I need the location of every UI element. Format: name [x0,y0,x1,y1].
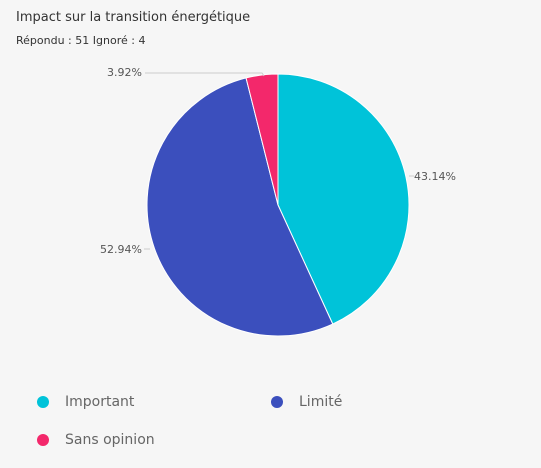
pie-leader-lines [144,72,414,250]
ignored-count: 4 [138,34,146,47]
legend-item-important[interactable]: Important [37,392,134,412]
legend-dot-important [37,396,49,408]
pie-value-labels: 43.14% 52.94% 3.92% [100,66,456,256]
ignored-label: Ignoré : [92,34,135,47]
legend-dot-limite [271,396,283,408]
value-label-limite: 52.94% [100,243,142,256]
leader-line-sans-opinion [145,72,265,77]
chart-title: Impact sur la transition énergétique [16,10,251,25]
legend-label-sans-opinion: Sans opinion [65,432,155,448]
legend-item-sans-opinion[interactable]: Sans opinion [37,430,155,450]
legend-label-important: Important [65,394,135,410]
answered-count: 51 [75,34,90,47]
value-label-important: 43.14% [414,170,456,183]
legend-item-limite[interactable]: Limité [271,392,342,412]
pie-chart: 43.14% 52.94% 3.92% [100,66,456,337]
pie-slice-limite[interactable] [146,77,334,337]
value-label-sans-opinion: 3.92% [107,66,142,79]
pie-slices [146,73,410,337]
legend-label-limite: Limité [299,394,343,410]
answered-label: Répondu : [16,34,72,47]
legend-dot-sans-opinion [37,434,49,446]
response-stats: Répondu : 51 Ignoré : 4 [16,34,145,47]
pie-slice-sans-opinion[interactable] [245,73,279,206]
pie-slice-important[interactable] [277,73,410,325]
